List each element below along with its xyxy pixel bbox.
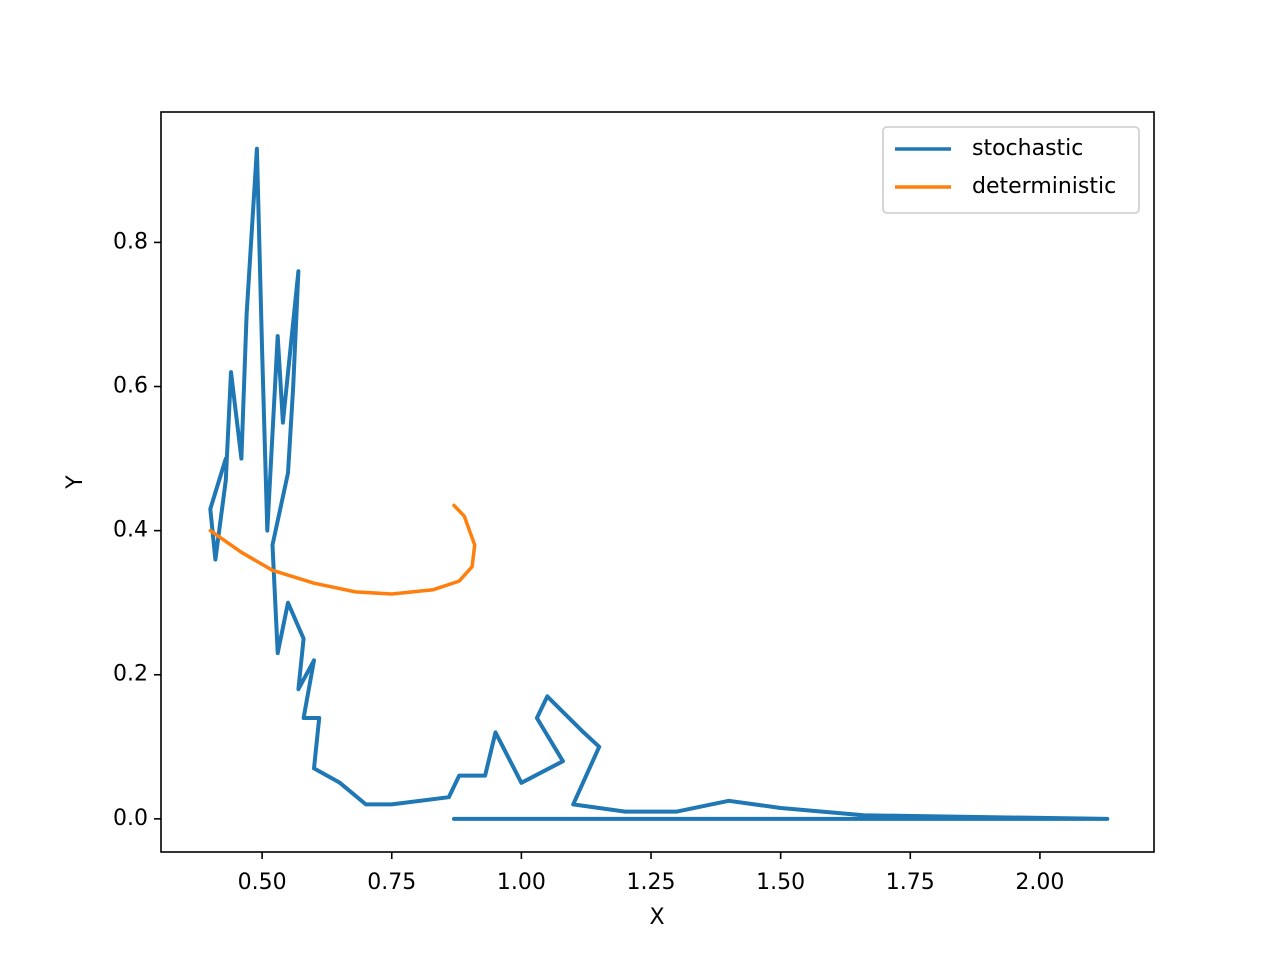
x-tick-label: 1.75: [886, 870, 935, 895]
legend-label: deterministic: [972, 174, 1116, 199]
series-line: [208, 146, 1110, 821]
y-axis-label: Y: [63, 475, 88, 490]
y-tick-label: 0.4: [113, 518, 148, 543]
y-tick-label: 0.2: [113, 662, 148, 687]
x-tick-label: 1.25: [627, 870, 676, 895]
legend-label: stochastic: [972, 136, 1083, 161]
y-tick-label: 0.6: [113, 374, 148, 399]
x-tick-label: 0.75: [367, 870, 416, 895]
x-tick-label: 1.50: [756, 870, 805, 895]
x-tick-label: 2.00: [1015, 870, 1064, 895]
plot-frame: [160, 111, 1155, 853]
x-axis-label: X: [649, 905, 664, 930]
x-tick-label: 1.00: [497, 870, 546, 895]
x-tick-label: 0.50: [238, 870, 287, 895]
y-tick-label: 0.8: [113, 229, 148, 254]
y-tick-label: 0.0: [113, 806, 148, 831]
series-line: [208, 503, 477, 596]
